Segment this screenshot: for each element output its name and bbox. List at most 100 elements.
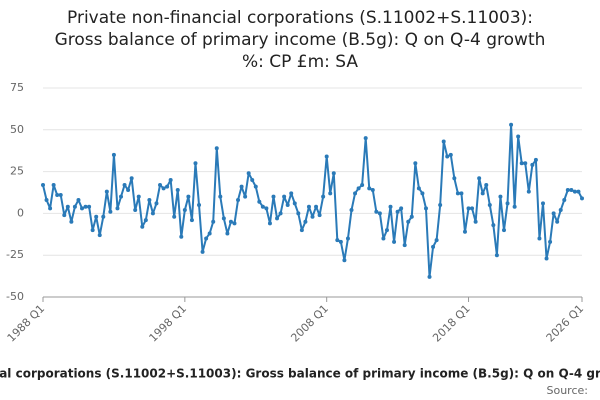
data-point <box>509 122 514 127</box>
data-point <box>189 218 194 223</box>
data-point <box>484 182 489 187</box>
data-point <box>562 198 567 203</box>
data-point <box>306 204 311 209</box>
data-point <box>111 152 116 157</box>
data-point <box>335 238 340 243</box>
data-point <box>356 186 361 191</box>
y-tick-label: 0 <box>17 206 24 219</box>
data-point <box>115 206 120 211</box>
data-point <box>221 216 226 221</box>
data-point <box>119 194 124 199</box>
x-tick-label: 1988 Q1 <box>5 302 48 345</box>
data-point <box>232 221 237 226</box>
y-tick-label: 75 <box>10 81 24 94</box>
data-point <box>122 182 127 187</box>
data-point <box>197 203 202 208</box>
data-point <box>455 191 460 196</box>
data-point <box>292 201 297 206</box>
data-point <box>296 211 301 216</box>
data-point <box>569 187 574 192</box>
data-point <box>413 161 418 166</box>
data-point <box>551 211 556 216</box>
data-point <box>62 213 67 218</box>
data-point <box>342 258 347 263</box>
data-point <box>303 219 308 224</box>
data-point <box>480 191 485 196</box>
x-tick-label: 1998 Q1 <box>147 302 190 345</box>
data-point <box>101 214 106 219</box>
data-point <box>448 152 453 157</box>
data-point <box>526 189 531 194</box>
data-point <box>470 206 475 211</box>
data-point <box>80 206 85 211</box>
x-tick-label: 2026 Q1 <box>544 302 587 345</box>
data-point <box>501 228 506 233</box>
data-point <box>580 196 584 201</box>
data-point <box>572 189 577 194</box>
data-point <box>133 208 138 213</box>
data-point <box>324 154 329 159</box>
data-point <box>360 182 365 187</box>
data-point <box>374 209 379 214</box>
data-point <box>165 184 170 189</box>
data-point <box>58 193 63 198</box>
data-point <box>477 176 482 181</box>
data-point <box>377 211 382 216</box>
x-tick-label: 2018 Q1 <box>430 302 473 345</box>
data-point <box>434 238 439 243</box>
data-point <box>97 233 102 238</box>
data-point <box>314 204 319 209</box>
data-point <box>158 182 163 187</box>
data-point <box>576 189 581 194</box>
data-point <box>512 204 517 209</box>
data-point <box>76 198 81 203</box>
data-point <box>328 191 333 196</box>
data-point <box>41 182 45 187</box>
data-point <box>441 139 446 144</box>
data-point <box>462 229 467 234</box>
data-point <box>271 194 276 199</box>
data-point <box>381 236 386 241</box>
data-point <box>147 198 152 203</box>
data-point <box>179 234 184 239</box>
data-point <box>367 186 372 191</box>
data-point <box>420 191 425 196</box>
data-point <box>246 171 251 176</box>
data-point <box>87 204 92 209</box>
data-point <box>473 219 478 224</box>
data-point <box>193 161 198 166</box>
chart-title: Private non-financial corporations (S.11… <box>67 8 533 28</box>
data-point <box>438 203 443 208</box>
data-point <box>516 134 521 139</box>
y-tick-label: 25 <box>10 165 24 178</box>
data-point <box>228 219 233 224</box>
data-point <box>530 162 535 167</box>
y-tick-label: -50 <box>6 290 24 303</box>
data-point <box>540 201 545 206</box>
chart-title: Gross balance of primary income (B.5g): … <box>55 30 546 50</box>
data-point <box>278 211 283 216</box>
data-point <box>83 204 88 209</box>
data-point <box>544 256 549 261</box>
data-point <box>182 208 187 213</box>
data-point <box>331 171 336 176</box>
data-point <box>140 224 145 229</box>
data-point <box>452 176 457 181</box>
data-point <box>338 239 343 244</box>
data-point <box>519 161 524 166</box>
data-point <box>445 154 450 159</box>
data-point <box>207 231 212 236</box>
data-point <box>55 193 60 198</box>
data-point <box>353 191 358 196</box>
data-point <box>264 206 269 211</box>
data-point <box>44 198 49 203</box>
data-point <box>257 199 262 204</box>
data-point <box>65 204 70 209</box>
data-point <box>349 208 354 213</box>
data-point <box>161 186 166 191</box>
data-point <box>523 161 528 166</box>
y-tick-label: 50 <box>10 123 24 136</box>
data-point <box>243 194 248 199</box>
x-tick-label: 2008 Q1 <box>288 302 331 345</box>
